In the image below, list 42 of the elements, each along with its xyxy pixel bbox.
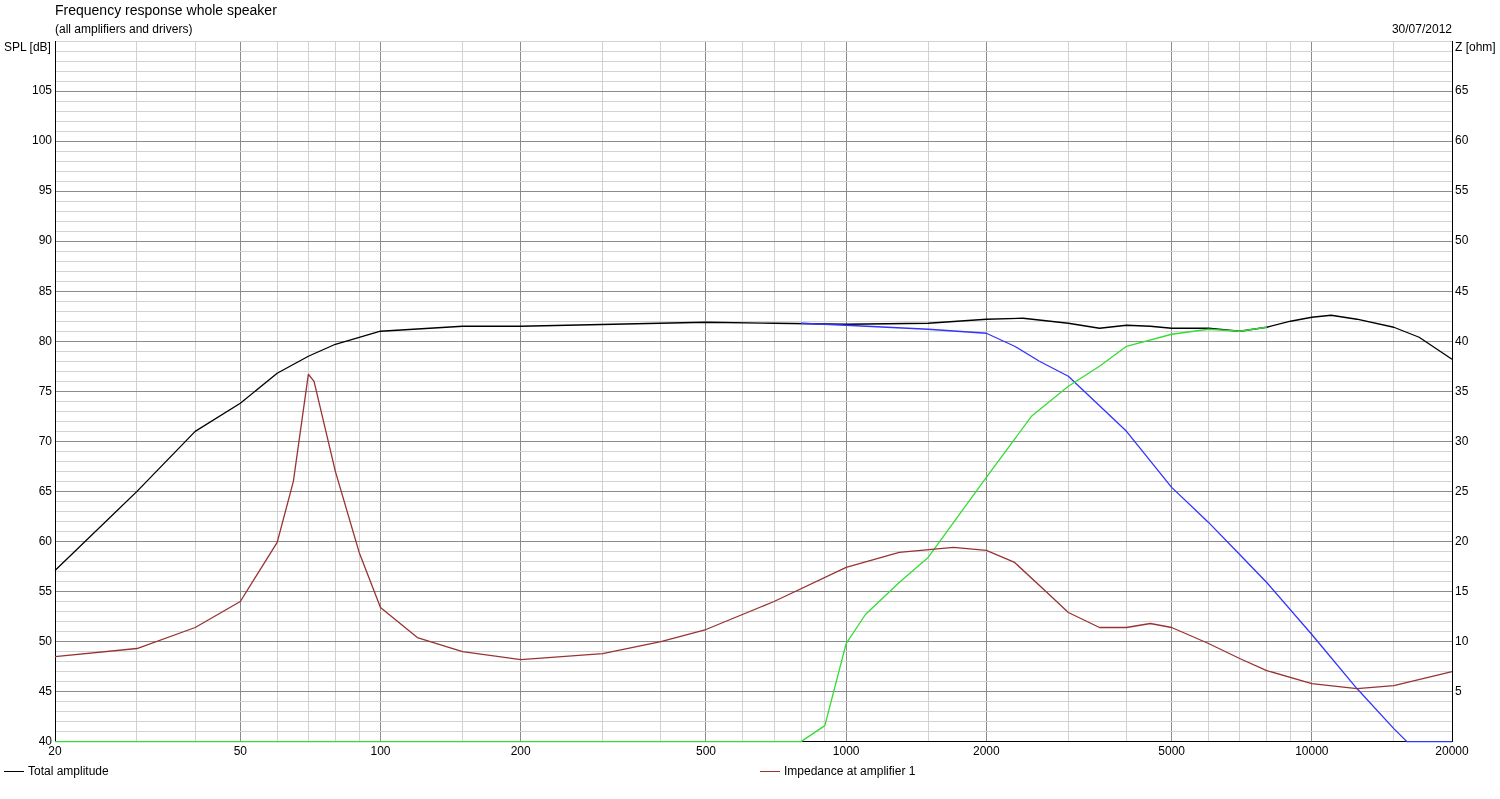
chart-title: Frequency response whole speaker (55, 2, 277, 18)
y-tick-label: 90 (38, 233, 53, 248)
y2-tick-label: 35 (1455, 383, 1469, 398)
y-tick-label: 55 (38, 583, 53, 598)
y2-tick-label: 20 (1455, 533, 1469, 548)
y-tick-label: 85 (38, 283, 53, 298)
text: 30/07/2012 (1391, 22, 1452, 36)
x-tick-label: 1000 (832, 744, 860, 759)
x-tick-label: 5000 (1158, 744, 1186, 759)
y2-tick-label: 5 (1455, 683, 1462, 698)
y-tick-label: 95 (38, 183, 53, 198)
legend-label: Total amplitude (28, 764, 109, 778)
x-tick-label: 100 (370, 744, 391, 759)
y-tick-label: 105 (31, 83, 53, 98)
x-tick-label: 2000 (972, 744, 1000, 759)
y2-axis-title: Z [ohm] (1455, 40, 1496, 54)
x-tick-label: 50 (233, 744, 248, 759)
y-tick-label: 60 (38, 533, 53, 548)
y2-tick-label: 65 (1455, 83, 1469, 98)
y2-tick-label: 15 (1455, 583, 1469, 598)
y2-tick-label: 40 (1455, 333, 1469, 348)
x-tick-label: 200 (510, 744, 531, 759)
y2-tick-label: 25 (1455, 483, 1469, 498)
y-tick-label: 70 (38, 433, 53, 448)
y-tick-label: 100 (31, 133, 53, 148)
y-tick-label: 45 (38, 683, 53, 698)
y2-tick-label: 10 (1455, 633, 1469, 648)
y-axis-title: SPL [dB] (4, 40, 51, 54)
legend-label: Impedance at amplifier 1 (784, 764, 916, 778)
y-tick-label: 75 (38, 383, 53, 398)
y-tick-label: 50 (38, 633, 53, 648)
x-tick-label: 500 (695, 744, 717, 759)
y2-tick-label: 50 (1455, 233, 1469, 248)
x-tick-label: 10000 (1295, 744, 1329, 759)
y2-tick-label: 55 (1455, 183, 1469, 198)
chart-subtitle: (all amplifiers and drivers) (55, 22, 193, 36)
y-tick-label: 80 (38, 333, 53, 348)
y-tick-label: 65 (38, 483, 53, 498)
x-tick-label: 20000 (1435, 744, 1470, 759)
y2-tick-label: 45 (1455, 283, 1469, 298)
y2-tick-label: 60 (1455, 133, 1469, 148)
y2-tick-label: 30 (1455, 433, 1469, 448)
